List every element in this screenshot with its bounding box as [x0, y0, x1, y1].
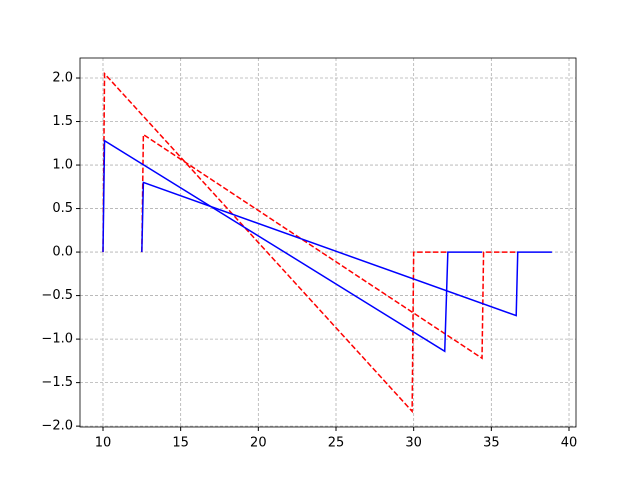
- y-tick-label: 1.0: [52, 158, 73, 173]
- x-tick-label: 30: [405, 436, 422, 451]
- series-line: [141, 133, 518, 360]
- x-tick-label: 40: [561, 436, 578, 451]
- y-tick-label: −1.0: [41, 332, 73, 347]
- series-line: [141, 181, 552, 317]
- series-line: [102, 139, 483, 353]
- x-tick-label: 35: [483, 436, 500, 451]
- x-tick-label: 10: [95, 436, 112, 451]
- y-tick-label: 0.0: [52, 245, 73, 260]
- y-tick-label: 2.0: [52, 71, 73, 86]
- plot-frame: [79, 57, 577, 428]
- y-tick-label: 0.5: [52, 201, 73, 216]
- x-tick-label: 20: [250, 436, 267, 451]
- y-tick-label: −1.5: [41, 375, 73, 390]
- y-tick-label: −0.5: [41, 288, 73, 303]
- x-tick-label: 15: [172, 436, 189, 451]
- y-tick-label: −2.0: [41, 419, 73, 434]
- series-line: [102, 71, 448, 414]
- x-tick-label: 25: [328, 436, 345, 451]
- y-tick-label: 1.5: [52, 114, 73, 129]
